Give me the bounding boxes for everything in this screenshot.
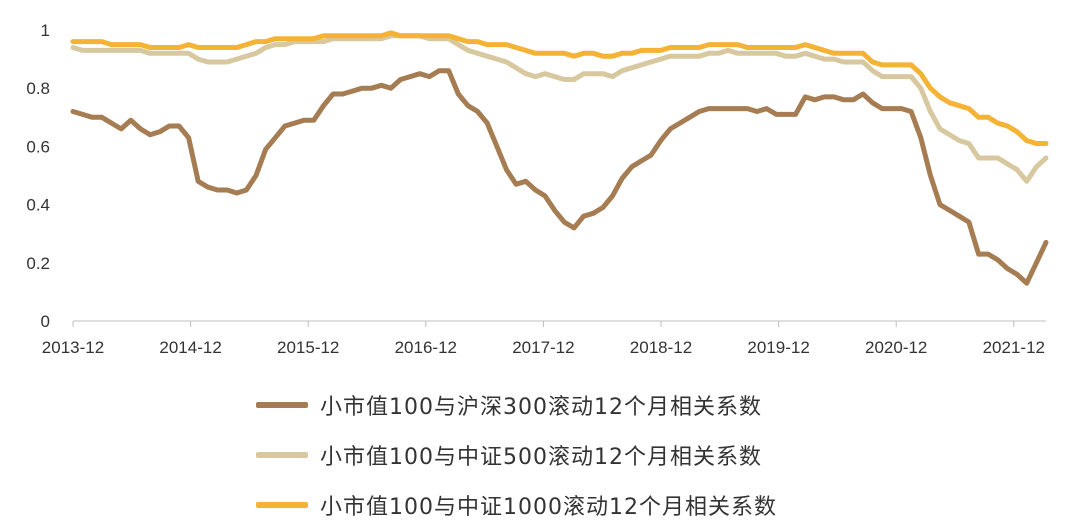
y-tick-label: 0.6 — [26, 137, 50, 156]
x-axis: 2013-12 2014-12 2015-12 2016-12 2017-12 2018-… — [42, 320, 1046, 357]
correlation-line-chart: 0 0.2 0.4 0.6 0.8 1 2013-12 2014-12 2015-12 2016… — [26, 21, 1049, 357]
legend-swatch-zz1000 — [256, 502, 308, 508]
y-tick-label: 1 — [41, 21, 50, 40]
legend-item-zz1000: 小市值100与中证1000滚动12个月相关系数 — [256, 480, 777, 530]
legend-item-zz500: 小市值100与中证500滚动12个月相关系数 — [256, 430, 777, 480]
legend-swatch-hs300 — [256, 402, 308, 408]
series-line-2 — [70, 30, 1049, 146]
legend-label-zz500: 小市值100与中证500滚动12个月相关系数 — [320, 445, 762, 470]
x-tick-label: 2014-12 — [159, 338, 221, 357]
y-tick-label: 0.4 — [26, 196, 50, 215]
x-tick-label: 2021-12 — [983, 338, 1045, 357]
legend-label-zz1000: 小市值100与中证1000滚动12个月相关系数 — [320, 495, 777, 520]
x-tick-label: 2013-12 — [42, 338, 104, 357]
x-tick-label: 2015-12 — [277, 338, 339, 357]
legend: 小市值100与沪深300滚动12个月相关系数 小市值100与中证500滚动12个… — [256, 380, 777, 530]
legend-label-hs300: 小市值100与沪深300滚动12个月相关系数 — [320, 395, 762, 420]
series-lines — [70, 30, 1049, 286]
legend-swatch-zz500 — [256, 452, 308, 458]
series-line-0 — [70, 68, 1049, 286]
x-tick-label: 2016-12 — [395, 338, 457, 357]
series-line-1 — [70, 33, 1049, 184]
y-axis-ticks: 0 0.2 0.4 0.6 0.8 1 — [26, 21, 50, 331]
y-tick-label: 0.2 — [26, 254, 50, 273]
x-tick-label: 2020-12 — [865, 338, 927, 357]
legend-item-hs300: 小市值100与沪深300滚动12个月相关系数 — [256, 380, 777, 430]
x-tick-label: 2017-12 — [512, 338, 574, 357]
x-tick-label: 2019-12 — [747, 338, 809, 357]
y-tick-label: 0.8 — [26, 79, 50, 98]
y-tick-label: 0 — [41, 312, 50, 331]
x-tick-label: 2018-12 — [630, 338, 692, 357]
